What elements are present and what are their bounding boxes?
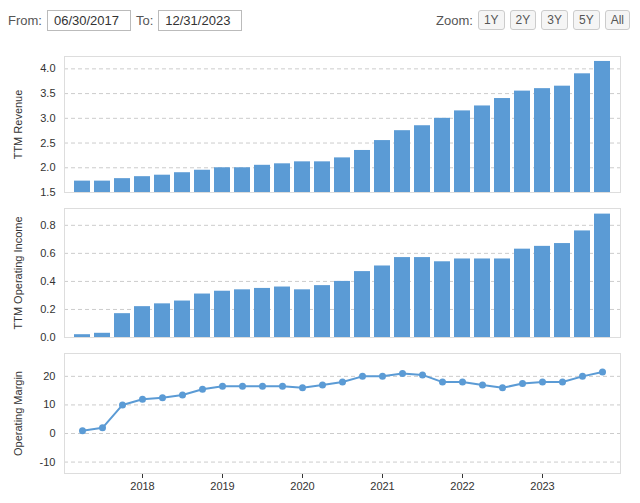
svg-text:20: 20 [43,370,55,382]
svg-text:2018: 2018 [130,480,154,492]
html-text:3Y: 3Y [547,13,562,27]
html-text:12/31/2023: 12/31/2023 [165,12,231,28]
svg-text:0.0: 0.0 [40,331,55,343]
svg-text:TTM Operating Income: TTM Operating Income [12,216,24,329]
html-text:06/30/2017: 06/30/2017 [54,12,119,28]
html-text:To:: To: [136,12,154,28]
svg-text:0: 0 [49,427,55,439]
html-text:2Y: 2Y [515,13,531,27]
svg-text:2022: 2022 [450,480,474,492]
svg-text:TTM Revenue: TTM Revenue [12,90,24,160]
html-text:Zoom:: Zoom: [436,12,473,28]
html-text:From:: From: [8,12,42,28]
html-text:5Y: 5Y [579,13,594,27]
svg-text:2019: 2019 [210,480,234,492]
svg-text:10: 10 [43,398,55,410]
html-text:1Y: 1Y [483,13,499,27]
svg-text:4.0: 4.0 [40,62,55,74]
svg-text:2.5: 2.5 [40,137,55,149]
svg-text:2.0: 2.0 [40,161,55,173]
svg-text:0.6: 0.6 [40,247,55,259]
html-text:All: All [610,13,624,27]
svg-text:-10: -10 [40,456,56,468]
svg-text:2021: 2021 [370,480,394,492]
svg-text:0.2: 0.2 [40,303,55,315]
svg-text:0.4: 0.4 [40,275,55,287]
svg-text:1.5: 1.5 [40,186,55,198]
svg-text:3.0: 3.0 [40,112,55,124]
svg-text:0.8: 0.8 [40,219,55,231]
svg-text:2023: 2023 [530,480,554,492]
svg-text:3.5: 3.5 [40,87,55,99]
svg-text:Operating Margin: Operating Margin [12,371,24,456]
svg-text:2020: 2020 [290,480,314,492]
